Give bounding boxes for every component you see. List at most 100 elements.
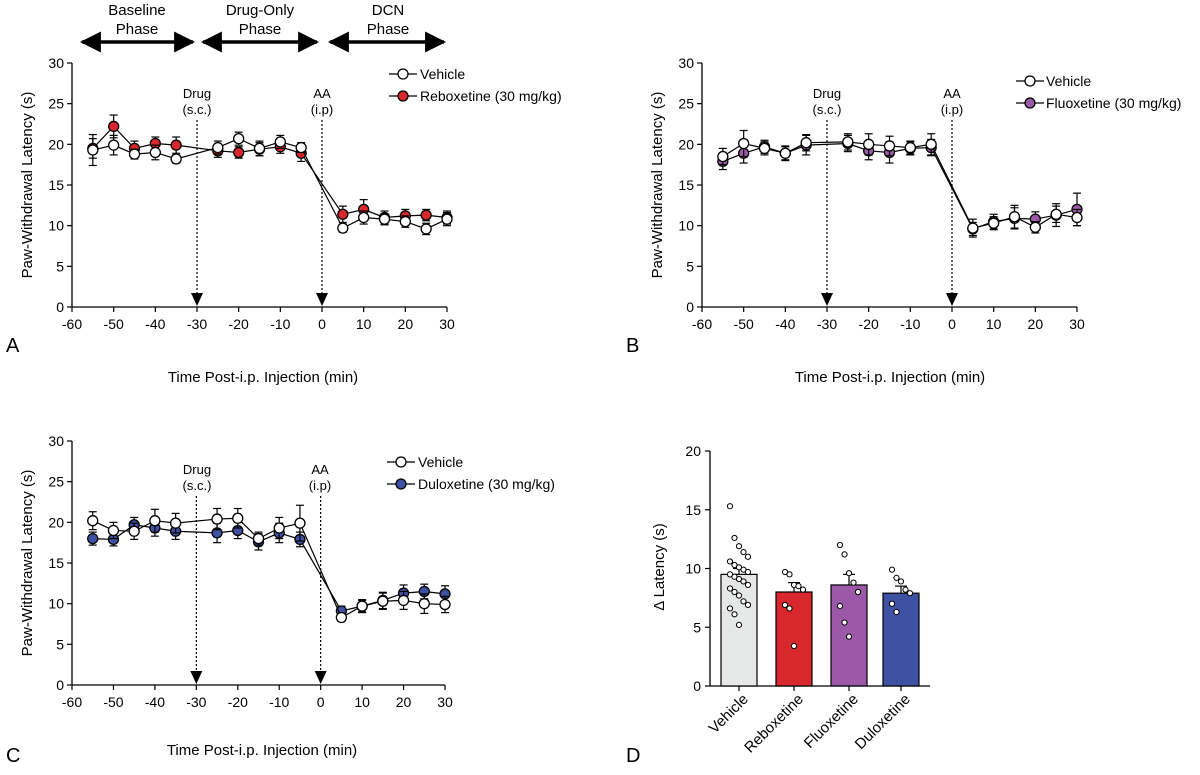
panel-b-vehicle-data-point xyxy=(1071,211,1083,224)
panel-a-aa-arrowhead xyxy=(316,293,328,306)
panel-a-vehicle-data-point xyxy=(358,211,370,224)
panel-b-x-tick-label: -60 xyxy=(692,316,712,332)
panel-c-vehicle-data-point xyxy=(335,611,348,624)
panel-b-vehicle-data-point xyxy=(863,138,875,150)
bar-point-fluoxetine xyxy=(854,588,862,596)
bar-reboxetine xyxy=(775,591,813,687)
panel-b-legend-marker xyxy=(1024,75,1036,87)
panel-c-x-tick-label: -30 xyxy=(186,694,206,710)
panel-c-x-tick-label: -20 xyxy=(228,694,248,710)
panel-b-x-tick-label: 0 xyxy=(948,316,956,332)
panel-d-y-tick-label: 5 xyxy=(693,619,701,635)
bar-point-fluoxetine xyxy=(841,619,848,626)
bar-point-vehicle xyxy=(726,558,734,565)
panel-c-drug-arrowhead xyxy=(190,671,203,684)
panel-b-ylabel: Paw-Withdrawal Latency (s) xyxy=(649,92,666,279)
panel-a-x-tick-label: 0 xyxy=(318,316,326,332)
panel-b-y-tick-label: 25 xyxy=(678,96,694,112)
panel-b-vehicle-data-point xyxy=(738,137,750,150)
panel-c-chart: Time Post-i.p. Injection (min) Paw-Withd… xyxy=(19,433,555,759)
panel-a-chart: Time Post-i.p. Injection (min) Paw-Withd… xyxy=(19,55,562,386)
phase-header: Baseline Phase Drug-Only Phase DCN Phase xyxy=(79,2,447,53)
phase-label-baseline-1: Baseline xyxy=(108,2,166,19)
panel-c-vehicle-data-point xyxy=(107,524,120,537)
panel-c-aa-label-2: (i.p) xyxy=(309,478,331,493)
panel-c-vehicle-data-point xyxy=(377,595,389,607)
panel-letter-b: B xyxy=(626,335,639,357)
panel-a-drug-label-1: Drug xyxy=(183,86,211,101)
bar-point-reboxetine xyxy=(786,605,793,612)
panel-b-vehicle-data-point xyxy=(988,217,1000,229)
panel-c-x-tick-label: 30 xyxy=(437,694,453,710)
bar-point-reboxetine xyxy=(786,571,793,578)
panel-b-vehicle-data-point xyxy=(1050,208,1062,220)
panel-c-vehicle-data-point xyxy=(87,515,99,527)
panel-a-drug-arrowhead xyxy=(191,293,203,306)
panel-d-y-tick-label: 15 xyxy=(685,502,701,518)
bar-point-vehicle xyxy=(744,601,752,609)
panel-b-y-tick-label: 10 xyxy=(678,218,694,234)
panel-b-vehicle-data-point xyxy=(883,140,896,152)
panel-c-vehicle-data-point xyxy=(273,522,285,534)
panel-c-vehicle-data-point xyxy=(211,513,223,525)
panel-c-x-tick-label: -10 xyxy=(269,694,289,710)
panel-b-y-tick-label: 20 xyxy=(678,136,694,152)
panel-d-y-tick-label: 10 xyxy=(685,561,701,577)
bar-point-reboxetine xyxy=(790,642,798,650)
panel-c-legend-duloxetine: Duloxetine (30 mg/kg) xyxy=(418,476,555,492)
bar-point-vehicle xyxy=(735,543,743,550)
bar-point-duloxetine xyxy=(902,586,909,593)
phase-label-baseline-2: Phase xyxy=(116,21,159,38)
bar-label-reboxetine: Reboxetine xyxy=(741,691,807,757)
bar-point-fluoxetine xyxy=(836,603,844,610)
panel-a-drug-series-line xyxy=(92,125,448,219)
panel-b-x-tick-label: -50 xyxy=(734,316,754,332)
panel-a-ylabel: Paw-Withdrawal Latency (s) xyxy=(19,92,36,279)
panel-b-vehicle-data-point xyxy=(800,137,812,149)
panel-c-vehicle-data-point xyxy=(418,598,430,610)
panel-a-drug-data-point xyxy=(420,209,432,221)
panel-c-legend-vehicle: Vehicle xyxy=(418,454,463,470)
panel-c-x-tick-label: 20 xyxy=(396,694,412,710)
panel-b-vehicle-data-point xyxy=(1008,211,1021,223)
panel-b-x-tick-label: -40 xyxy=(775,316,795,332)
panel-a-legend-marker xyxy=(397,90,409,102)
bar-point-duloxetine xyxy=(893,608,900,616)
panel-b-y-tick-label: 0 xyxy=(686,299,694,315)
panel-b-chart: Time Post-i.p. Injection (min) Paw-Withd… xyxy=(649,55,1181,386)
panel-a-drug-data-point xyxy=(170,139,182,151)
panel-c-xlabel: Time Post-i.p. Injection (min) xyxy=(167,742,357,759)
panel-a-vehicle-data-point xyxy=(253,142,266,155)
panel-c-y-tick-label: 0 xyxy=(56,677,64,693)
bar-vehicle xyxy=(720,573,758,687)
panel-d-y-tick-label: 0 xyxy=(693,678,701,694)
panel-a-vehicle-data-point xyxy=(378,213,391,225)
panel-a-legend-reboxetine: Reboxetine (30 mg/kg) xyxy=(420,88,562,104)
panel-a-legend-marker xyxy=(397,68,409,80)
panel-c-drug-series-line xyxy=(92,524,446,612)
bar-point-duloxetine xyxy=(897,578,905,585)
panel-c-vehicle-data-point xyxy=(294,517,306,529)
panel-c-x-tick-label: 0 xyxy=(317,694,325,710)
panel-c-aa-arrowhead xyxy=(314,671,327,684)
panel-b-vehicle-data-point xyxy=(842,136,854,148)
panel-b-x-tick-label: -20 xyxy=(859,316,879,332)
panel-b-drug-label-2: (s.c.) xyxy=(813,102,842,117)
panel-a-y-tick-label: 20 xyxy=(48,136,64,152)
phase-label-dcn-2: Phase xyxy=(367,21,410,38)
panel-a-xlabel: Time Post-i.p. Injection (min) xyxy=(168,369,358,386)
panel-c-y-tick-label: 25 xyxy=(48,474,64,490)
panel-c-x-tick-label: -50 xyxy=(103,694,123,710)
panel-a-x-tick-label: -40 xyxy=(145,316,165,332)
bar-point-duloxetine xyxy=(906,590,914,597)
panel-d-y-tick-label: 20 xyxy=(685,443,701,459)
panel-a-x-tick-label: -30 xyxy=(187,316,207,332)
panel-b-y-tick-label: 5 xyxy=(686,258,694,274)
panel-a-drug-data-point xyxy=(233,146,245,159)
panel-c-y-tick-label: 10 xyxy=(48,596,64,612)
panel-a-x-tick-label: -10 xyxy=(270,316,290,332)
panel-b-aa-label-2: (i.p) xyxy=(941,102,963,117)
bar-point-reboxetine xyxy=(799,586,807,593)
panel-c-legend-marker xyxy=(395,456,407,468)
bar-point-duloxetine xyxy=(888,600,896,607)
